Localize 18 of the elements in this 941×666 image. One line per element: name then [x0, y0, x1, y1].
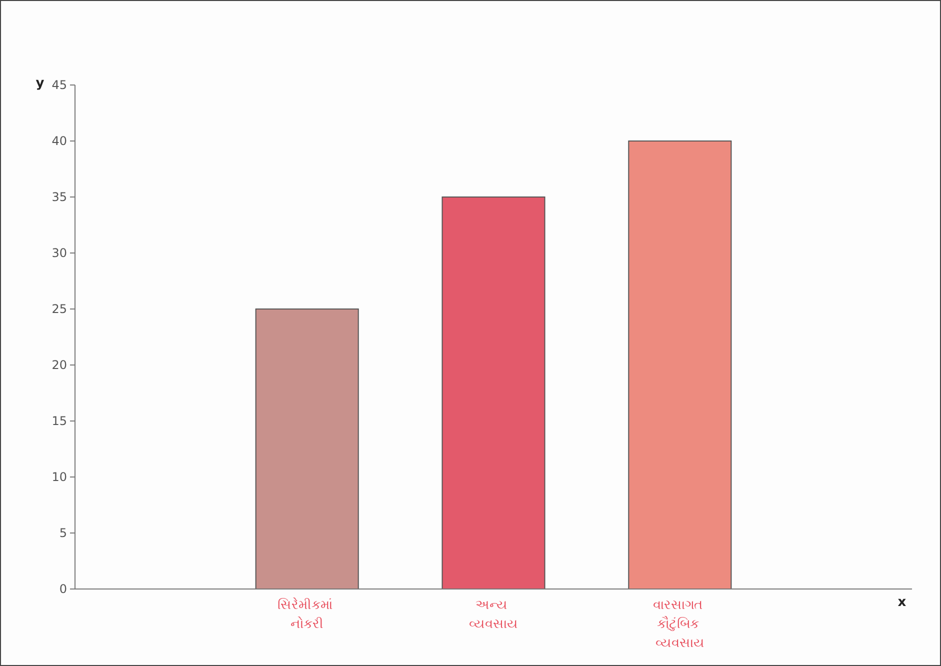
y-tick-label: 0 — [59, 582, 67, 596]
y-tick-label: 25 — [52, 302, 67, 316]
y-tick-label: 35 — [52, 190, 67, 204]
x-tick-label: સિરેમીકમાં નોકરી — [278, 597, 337, 632]
y-tick-label: 30 — [52, 246, 67, 260]
y-tick-label: 15 — [52, 414, 67, 428]
bar — [628, 140, 732, 590]
y-tick-label: 20 — [52, 358, 67, 372]
bar — [255, 308, 359, 590]
y-tick-label: 45 — [52, 78, 67, 92]
x-tick-label: અન્ય વ્યવસાય — [469, 598, 518, 632]
bar — [442, 196, 546, 590]
y-tick-label: 40 — [52, 134, 67, 148]
y-tick-label: 10 — [52, 470, 67, 484]
y-tick-label: 5 — [59, 526, 67, 540]
x-axis-title: x — [898, 595, 907, 610]
x-tick-label: વારસાગત કૌટુંબિક વ્યવસાય — [652, 598, 707, 651]
y-axis-title: y — [36, 76, 45, 91]
